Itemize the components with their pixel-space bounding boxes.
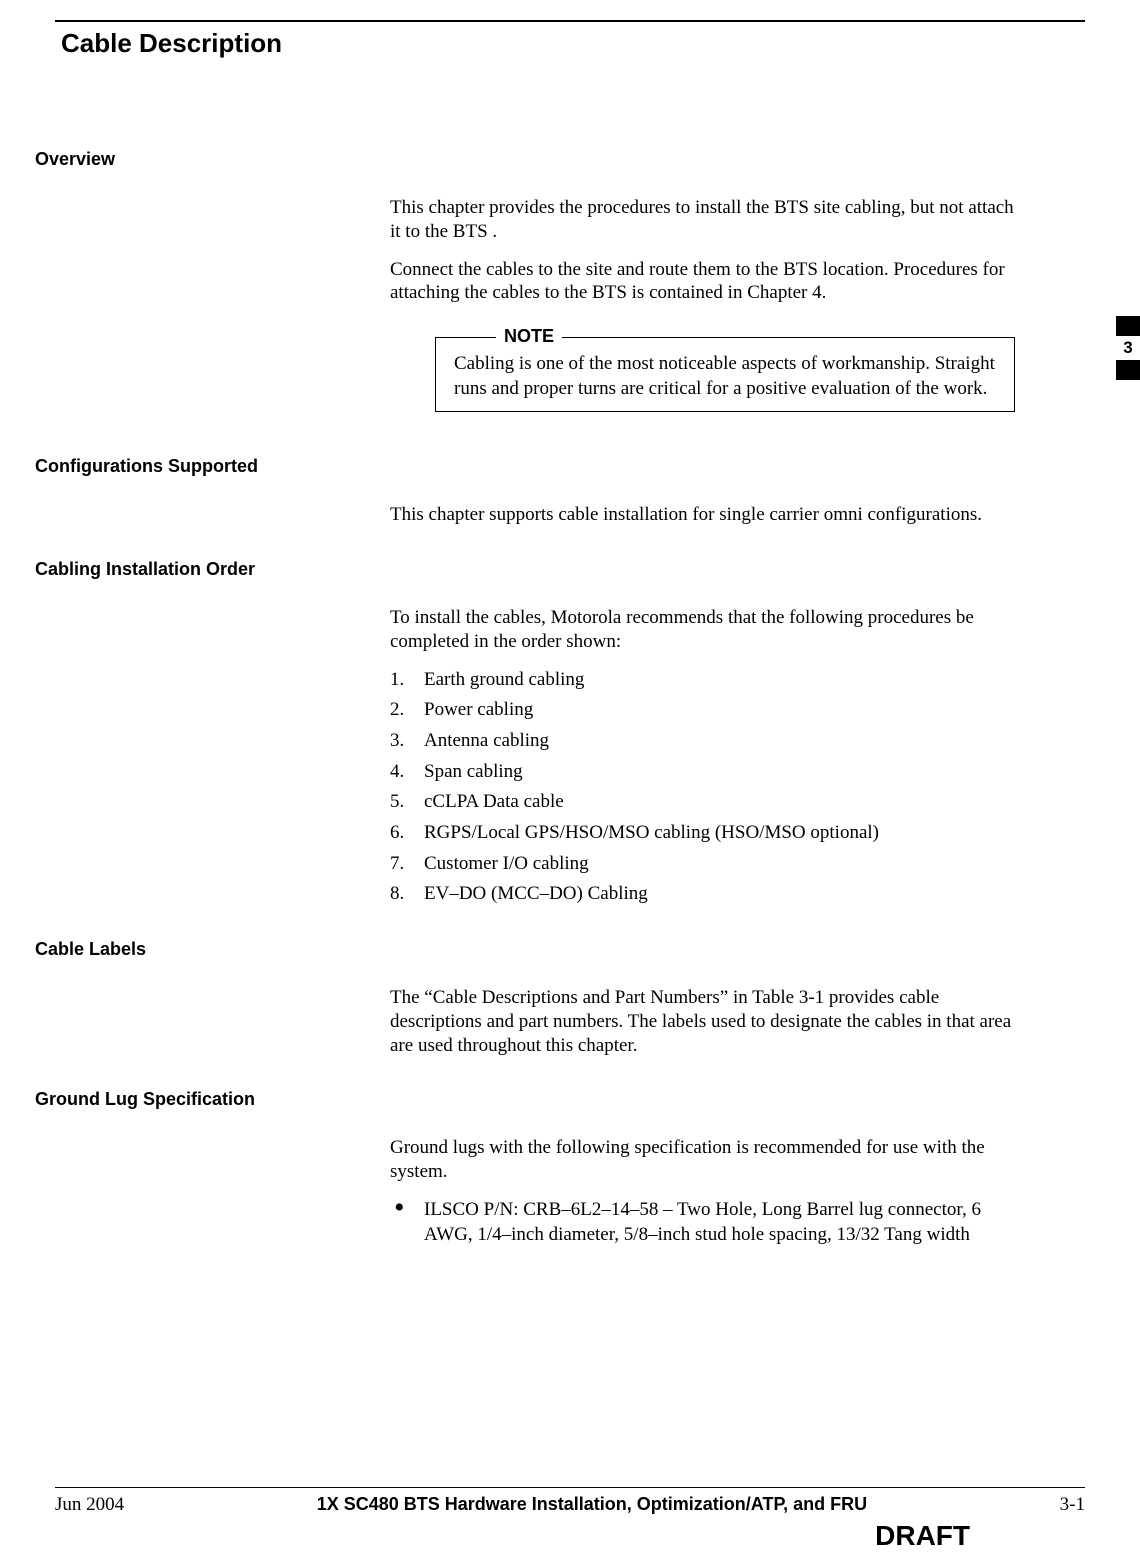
lug-bullet-list: ILSCO P/N: CRB–6L2–14–58 – Two Hole, Lon… [390,1198,1015,1247]
overview-content: This chapter provides the procedures to … [390,196,1015,305]
heading-configs: Configurations Supported [35,456,1085,477]
order-item: cCLPA Data cable [390,790,1015,815]
order-item: Earth ground cabling [390,668,1015,693]
overview-p1: This chapter provides the procedures to … [390,196,1015,244]
configs-p1: This chapter supports cable installation… [390,503,1015,527]
order-item: EV–DO (MCC–DO) Cabling [390,882,1015,907]
chapter-tab: 3 [1116,316,1140,380]
note-body: Cabling is one of the most noticeable as… [454,352,996,401]
tab-number: 3 [1116,336,1140,360]
note-label: NOTE [496,326,562,347]
labels-content: The “Cable Descriptions and Part Numbers… [390,986,1015,1057]
overview-p2: Connect the cables to the site and route… [390,258,1015,306]
lug-p1: Ground lugs with the following specifica… [390,1136,1015,1184]
tab-top-block [1116,316,1140,336]
order-item: RGPS/Local GPS/HSO/MSO cabling (HSO/MSO … [390,821,1015,846]
heading-lug: Ground Lug Specification [35,1089,1085,1110]
footer-page-number: 3-1 [1060,1494,1085,1516]
tab-bottom-block [1116,360,1140,380]
labels-p1: The “Cable Descriptions and Part Numbers… [390,986,1015,1057]
page-title: Cable Description [61,28,1085,59]
page-footer: Jun 2004 1X SC480 BTS Hardware Installat… [55,1487,1085,1516]
footer-doc-title: 1X SC480 BTS Hardware Installation, Opti… [124,1494,1060,1515]
heading-labels: Cable Labels [35,939,1085,960]
note-box: NOTE Cabling is one of the most noticeab… [435,337,1015,412]
heading-overview: Overview [35,149,1085,170]
footer-rule [55,1487,1085,1488]
order-list: Earth ground cabling Power cabling Anten… [390,668,1015,908]
order-item: Antenna cabling [390,729,1015,754]
order-item: Span cabling [390,760,1015,785]
footer-date: Jun 2004 [55,1494,124,1516]
order-content: To install the cables, Motorola recommen… [390,606,1015,907]
lug-bullet: ILSCO P/N: CRB–6L2–14–58 – Two Hole, Lon… [390,1198,1015,1247]
lug-content: Ground lugs with the following specifica… [390,1136,1015,1247]
top-rule [55,20,1085,22]
order-item: Customer I/O cabling [390,852,1015,877]
heading-order: Cabling Installation Order [35,559,1085,580]
draft-watermark: DRAFT [875,1520,970,1552]
order-intro: To install the cables, Motorola recommen… [390,606,1015,654]
configs-content: This chapter supports cable installation… [390,503,1015,527]
order-item: Power cabling [390,698,1015,723]
